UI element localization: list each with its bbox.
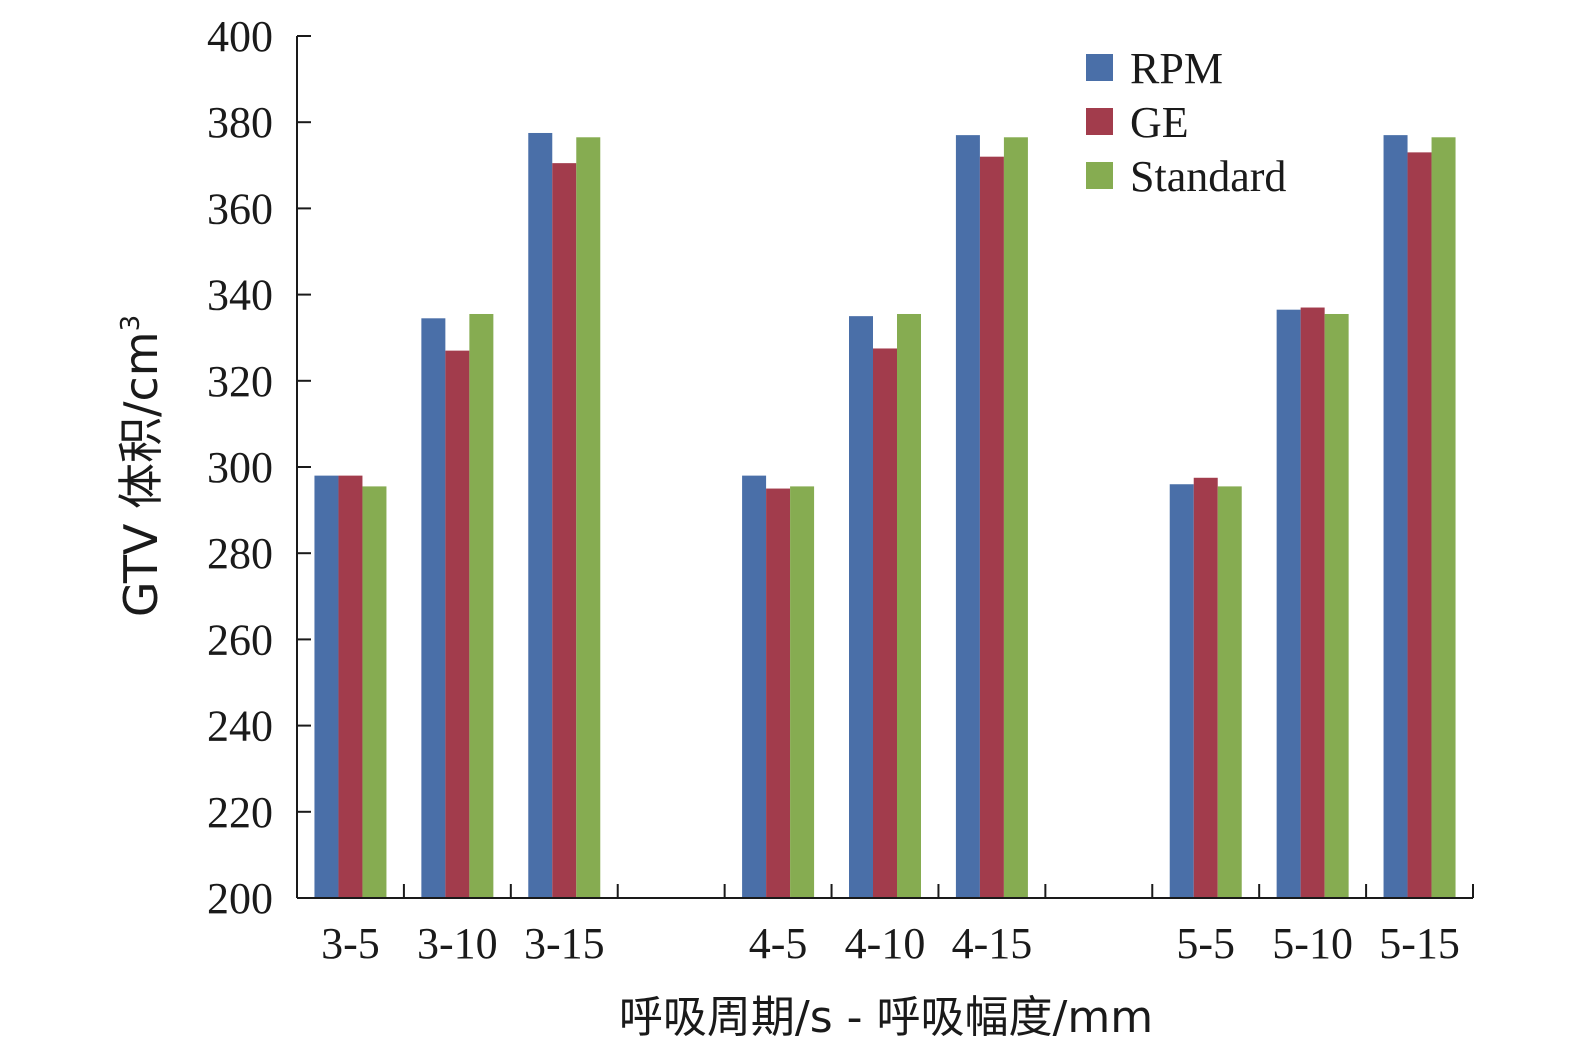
y-tick-label-240: 240	[207, 702, 273, 751]
legend-swatch-rpm	[1086, 54, 1113, 81]
bar-ge-3-10	[445, 350, 470, 898]
bar-rpm-3-15	[528, 132, 553, 899]
bar-standard-5-10	[1324, 313, 1349, 898]
bar-rpm-4-5	[742, 475, 767, 898]
bar-standard-4-5	[790, 486, 815, 898]
bar-ge-4-10	[873, 348, 897, 899]
bar-rpm-4-15	[955, 135, 980, 898]
legend-label-standard: Standard	[1130, 152, 1286, 201]
bar-standard-4-10	[897, 313, 921, 898]
y-axis-title: GTV 体积/cm3	[114, 315, 168, 617]
legend-swatch-standard	[1086, 162, 1113, 189]
bar-ge-4-5	[766, 488, 791, 898]
bar-ge-5-15	[1407, 152, 1432, 898]
x-tick-label-3-10: 3-10	[417, 919, 498, 968]
bar-standard-5-15	[1431, 137, 1456, 898]
x-tick-label-4-10: 4-10	[845, 919, 926, 968]
bar-ge-5-5	[1193, 477, 1218, 898]
bar-standard-5-5	[1217, 486, 1242, 898]
x-axis-title: 呼吸周期/s - 呼吸幅度/mm	[619, 992, 1153, 1043]
x-tick-label-5-15: 5-15	[1379, 919, 1460, 968]
y-tick-label-220: 220	[207, 788, 273, 837]
bar-rpm-5-5	[1169, 484, 1194, 898]
bar-ge-3-5	[338, 475, 363, 898]
x-tick-label-3-5: 3-5	[321, 919, 380, 968]
legend-label-ge: GE	[1130, 98, 1189, 147]
legend-label-rpm: RPM	[1130, 44, 1223, 93]
x-tick-label-4-15: 4-15	[952, 919, 1033, 968]
bar-rpm-4-10	[849, 316, 873, 898]
bar-rpm-5-10	[1276, 309, 1301, 898]
bar-ge-5-10	[1300, 307, 1325, 898]
y-tick-label-360: 360	[207, 184, 273, 233]
bar-rpm-5-15	[1383, 135, 1408, 898]
y-tick-label-260: 260	[207, 615, 273, 664]
y-tick-label-320: 320	[207, 357, 273, 406]
y-axis-title-main: GTV 体积/cm	[114, 331, 168, 617]
bar-standard-3-15	[576, 137, 601, 898]
bar-rpm-3-5	[314, 475, 339, 898]
y-tick-label-340: 340	[207, 271, 273, 320]
x-tick-label-4-5: 4-5	[749, 919, 808, 968]
bar-standard-4-15	[1003, 137, 1028, 898]
y-tick-label-300: 300	[207, 443, 273, 492]
bar-standard-3-5	[362, 486, 387, 898]
bar-ge-4-15	[979, 156, 1004, 898]
y-tick-label-380: 380	[207, 98, 273, 147]
y-tick-label-400: 400	[207, 12, 273, 61]
bar-standard-3-10	[469, 313, 494, 898]
legend-swatch-ge	[1086, 108, 1113, 135]
x-tick-label-3-15: 3-15	[524, 919, 605, 968]
bar-ge-3-15	[552, 163, 577, 898]
axes-layer: 200 220 240 260 280 300 320 340 360 380 400 3-5 3-10…	[207, 12, 1474, 968]
y-tick-label-280: 280	[207, 529, 273, 578]
y-tick-label-200: 200	[207, 874, 273, 923]
bars-layer	[314, 132, 1456, 899]
y-axis-title-superscript: 3	[116, 315, 146, 332]
legend: RPM GE Standard	[1086, 44, 1286, 201]
x-tick-label-5-10: 5-10	[1272, 919, 1353, 968]
bar-rpm-3-10	[421, 318, 446, 898]
x-tick-label-5-5: 5-5	[1176, 919, 1235, 968]
